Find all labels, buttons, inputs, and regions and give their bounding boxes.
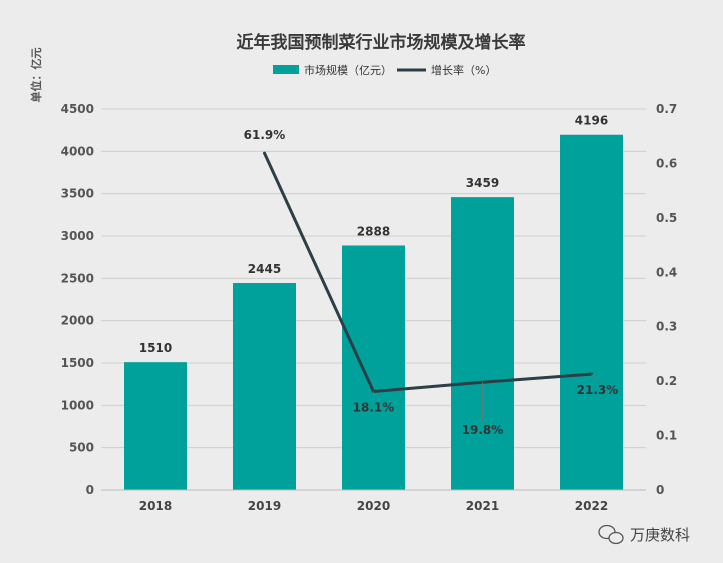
y-right-tick-label: 0.1 xyxy=(656,429,677,443)
y-left-tick-label: 1500 xyxy=(61,356,94,370)
y-left-tick-label: 3500 xyxy=(61,187,94,201)
bar-value-label: 3459 xyxy=(466,176,499,190)
x-tick-label: 2018 xyxy=(139,499,172,513)
line-layer xyxy=(263,151,593,393)
bar-value-label: 1510 xyxy=(139,341,172,355)
growth-rate-label: 19.8% xyxy=(462,423,504,437)
y-left-tick-label: 4000 xyxy=(61,144,94,158)
chart-title: 近年我国预制菜行业市场规模及增长率 xyxy=(237,32,526,53)
bar xyxy=(560,134,623,491)
growth-rate-point xyxy=(263,151,266,155)
y-right-tick-label: 0.4 xyxy=(656,265,677,279)
bars-layer xyxy=(124,134,623,491)
watermark-text: 万庚数科 xyxy=(630,526,690,544)
bar xyxy=(451,197,514,490)
legend-label-line: 增长率（%） xyxy=(431,63,496,77)
bar-value-label: 2888 xyxy=(357,224,390,238)
y-left-tick-label: 3000 xyxy=(61,229,94,243)
labels-layer: 1510 2445 2888 3459 4196 61.9% 18.1% 19.8% 21.3% xyxy=(139,114,619,437)
y-left-tick-label: 500 xyxy=(69,441,94,455)
bar xyxy=(342,245,405,490)
y-right-tick-label: 0.2 xyxy=(656,374,677,388)
legend: 市场规模（亿元） 增长率（%） xyxy=(273,63,496,77)
legend-label-bar: 市场规模（亿元） xyxy=(304,63,392,77)
y-right-tick-label: 0.3 xyxy=(656,320,677,334)
wechat-icon xyxy=(598,524,624,545)
growth-rate-label: 21.3% xyxy=(577,383,619,397)
x-tick-label: 2021 xyxy=(466,499,499,513)
y-left-tick-label: 2500 xyxy=(61,271,94,285)
x-tick-label: 2022 xyxy=(575,499,608,513)
y-left-tick-label: 0 xyxy=(86,483,94,497)
bar xyxy=(124,362,187,490)
y-right-tick-label: 0.7 xyxy=(656,102,677,116)
y-right-tick-label: 0.5 xyxy=(656,211,677,225)
x-tick-label: 2019 xyxy=(248,499,281,513)
growth-rate-label: 18.1% xyxy=(353,400,395,414)
y-left-tick-label: 2000 xyxy=(61,314,94,328)
bar-value-label: 4196 xyxy=(575,114,608,128)
y-left-tick-label: 4500 xyxy=(61,102,94,116)
bar xyxy=(233,282,296,490)
y-left-tick-label: 1000 xyxy=(61,398,94,412)
bar-value-label: 2445 xyxy=(248,262,281,276)
y-right-tick-label: 0 xyxy=(656,483,664,497)
y-axis-unit: 单位：亿元 xyxy=(29,48,43,103)
x-tick-label: 2020 xyxy=(357,499,390,513)
watermark: 万庚数科 xyxy=(598,524,690,545)
axes-layer: 0 500 1000 1500 2000 2500 3000 3500 4000 4500 0 0.1… xyxy=(61,102,678,513)
legend-swatch-bar xyxy=(273,65,299,74)
growth-rate-line xyxy=(263,152,592,393)
growth-rate-label: 61.9% xyxy=(244,128,286,142)
y-right-tick-label: 0.6 xyxy=(656,156,677,170)
leader-line xyxy=(591,373,598,382)
